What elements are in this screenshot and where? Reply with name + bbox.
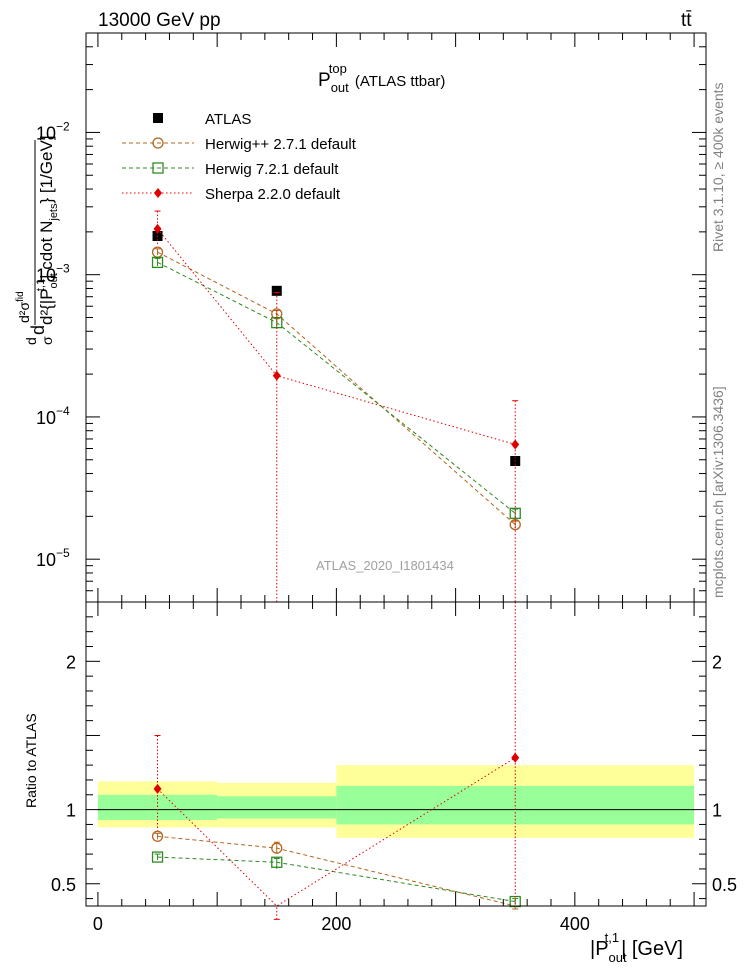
series-line [157, 251, 516, 525]
watermark: ATLAS_2020_I1801434 [316, 558, 454, 573]
ylabel-big-num-sup: fid [15, 291, 26, 302]
ratio-y-tick-label-right: 2 [712, 652, 722, 672]
series-sherpa-ratio [153, 601, 520, 920]
x-tick-label: 0 [93, 914, 103, 934]
ratio-uncertainty-bands [97, 765, 695, 838]
xlabel-rest: | [GeV] [621, 938, 683, 960]
data-point [511, 439, 520, 450]
x-tick-label: 400 [560, 914, 590, 934]
series-herwig7-main [151, 256, 521, 519]
data-point [153, 783, 162, 794]
plot-title-main: P [318, 70, 331, 91]
legend-label-atlas: ATLAS [205, 111, 251, 128]
legend-marker-sherpa [154, 188, 162, 198]
x-axis-title: |Pout t,1| [GeV] [590, 930, 683, 965]
xlabel-main: |P [590, 938, 609, 960]
ylabel-bottom-close: } [1/GeV] [37, 135, 56, 203]
ratio-y-tick-label-right: 0.5 [712, 875, 737, 895]
data-point [153, 223, 162, 234]
data-point [272, 370, 281, 381]
ratio-y-tick-label: 1 [66, 801, 76, 821]
series-atlas-main [152, 231, 521, 466]
ylabel-bottom-rest: | cdot N [37, 221, 56, 279]
plot-title-sup: top [329, 61, 347, 76]
legend-marker-herwig7 [152, 162, 164, 174]
ratio-plot-area [151, 601, 521, 920]
ylabel-bottom-sub: out [48, 273, 60, 288]
y-tick-label: 10−5 [36, 546, 70, 570]
y-tick-label: 10−2 [36, 119, 70, 143]
series-herwigpp-main [151, 246, 521, 531]
legend-label-sherpa: Sherpa 2.2.0 default [205, 186, 341, 203]
series-sherpa-main [153, 210, 520, 602]
plot-title: Pout top (ATLAS ttbar) [318, 61, 445, 95]
main-plot-area [151, 210, 521, 602]
header-left: 13000 GeV pp [98, 10, 221, 31]
x-tick-label: 200 [321, 914, 351, 934]
ratio-y-tick-label: 0.5 [51, 875, 76, 895]
legend-marker-atlas [153, 113, 163, 123]
data-point [271, 285, 282, 296]
ratio-y-tick-label-right: 1 [712, 801, 722, 821]
ylabel-bottom-sup: t,1 [35, 279, 47, 291]
data-point [271, 842, 283, 854]
ylabel-frac-num: d [23, 337, 39, 345]
ratio-band-inner [217, 796, 337, 819]
ylabel-bottom: d²{|Poutt,1| cdot Njets} [1/GeV] [35, 135, 60, 325]
axis-ticks: 10−2 10−3 10−4 10−5 0 200 400 0.5 0.5 1 1 2 2 [36, 32, 737, 934]
main-frame [85, 32, 707, 603]
header-right: tt̄ [681, 10, 692, 31]
data-point [151, 851, 164, 863]
data-point [511, 752, 520, 763]
y-axis-title-ratio: Ratio to ATLAS [23, 713, 39, 808]
series-line [157, 261, 516, 514]
data-point [151, 830, 164, 842]
data-point [151, 256, 164, 269]
xlabel-sup: t,1 [605, 930, 619, 945]
series-herwigpp-ratio [151, 830, 519, 910]
ylabel-big-num: d²σfid [15, 291, 32, 323]
data-point [509, 518, 521, 531]
ylabel-d: d [28, 325, 48, 335]
ylabel-big-num-main: d²σ [16, 302, 32, 323]
y-axis-title-main: d σ d d²σfid d²{|Poutt,1| cdot Njets} [1… [15, 135, 60, 345]
legend-label-herwigpp: Herwig++ 2.7.1 default [205, 136, 357, 153]
ylabel-frac-den: σ [39, 336, 55, 345]
ratio-y-tick-label: 2 [66, 652, 76, 672]
ylabel-bottom-main: d²{|P [37, 288, 56, 325]
ratio-frame [85, 601, 707, 907]
y-tick-label: 10−3 [36, 262, 70, 286]
y-tick-label: 10−4 [36, 404, 70, 428]
plot-title-suffix: (ATLAS ttbar) [355, 73, 446, 90]
xlabel-sub: out [609, 950, 627, 965]
legend: ATLAS Herwig++ 2.7.1 default Herwig 7.2.1 … [122, 111, 357, 203]
rivet-label: Rivet 3.1.10, ≥ 400k events [710, 82, 726, 252]
series-line [157, 228, 516, 445]
data-point [509, 507, 521, 519]
legend-marker-herwigpp [152, 137, 164, 149]
plot-title-sub: out [331, 80, 349, 95]
ylabel-bottom-sub2: jets [48, 203, 60, 222]
mcplots-label: mcplots.cern.ch [arXiv:1306.3436] [710, 386, 726, 598]
legend-label-herwig7: Herwig 7.2.1 default [205, 161, 339, 178]
data-point [271, 856, 283, 868]
